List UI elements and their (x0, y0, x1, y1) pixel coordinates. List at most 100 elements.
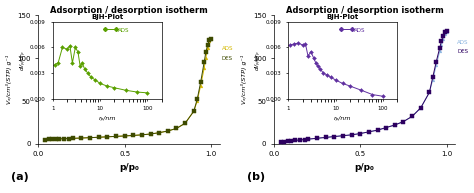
ADS (148, 133, 154, 135)
DES (70, 137, 76, 140)
DES (409, 115, 415, 118)
ADS (438, 44, 444, 47)
DES (297, 139, 302, 141)
DES (288, 140, 294, 142)
ADS (208, 38, 214, 41)
ADS (383, 126, 389, 129)
DES (165, 130, 171, 132)
ADS (323, 136, 328, 139)
ADS (104, 136, 110, 138)
X-axis label: p/p₀: p/p₀ (119, 163, 139, 172)
ADS (66, 137, 72, 140)
DES (278, 141, 283, 143)
ADS (302, 138, 308, 141)
ADS (282, 141, 287, 143)
ADS (79, 137, 84, 139)
DES (440, 35, 446, 37)
DES (56, 138, 62, 140)
DES (139, 134, 145, 136)
DES (182, 122, 188, 124)
DES (314, 137, 320, 139)
ADS (444, 31, 449, 34)
ADS (437, 50, 443, 52)
Title: Adsorption / desorption isotherm: Adsorption / desorption isotherm (286, 6, 444, 14)
ADS (130, 134, 136, 137)
ADS (46, 138, 52, 141)
DES (374, 129, 380, 131)
Line: ADS: ADS (44, 38, 212, 141)
Text: DES: DES (221, 56, 233, 61)
ADS (96, 136, 101, 138)
ADS (297, 139, 302, 141)
DES (392, 124, 398, 126)
DES (285, 140, 291, 142)
DES (340, 135, 346, 137)
DES (148, 133, 154, 135)
DES (205, 44, 210, 47)
ADS (56, 138, 62, 140)
ADS (430, 78, 436, 81)
ADS (194, 100, 200, 102)
ADS (61, 138, 67, 140)
Text: (b): (b) (246, 172, 265, 182)
ADS (409, 115, 415, 118)
DES (306, 138, 311, 140)
ADS (156, 132, 162, 134)
Line: ADS: ADS (279, 31, 448, 144)
DES (331, 135, 337, 138)
ADS (42, 138, 48, 141)
DES (302, 138, 308, 141)
ADS (278, 141, 283, 143)
DES (104, 136, 110, 138)
ADS (113, 135, 119, 138)
ADS (357, 132, 363, 135)
Y-axis label: Vₐ/cm³(STP) g⁻¹: Vₐ/cm³(STP) g⁻¹ (241, 55, 247, 104)
ADS (122, 135, 128, 137)
ADS (49, 138, 55, 140)
DES (323, 136, 328, 139)
Title: Adsorption / desorption isotherm: Adsorption / desorption isotherm (50, 6, 208, 14)
X-axis label: p/p₀: p/p₀ (355, 163, 374, 172)
ADS (340, 135, 346, 137)
ADS (205, 47, 210, 49)
DES (122, 135, 128, 137)
ADS (418, 107, 424, 109)
DES (207, 39, 212, 41)
ADS (392, 124, 398, 126)
ADS (433, 64, 439, 66)
ADS (207, 40, 212, 42)
ADS (285, 140, 291, 142)
DES (427, 91, 432, 94)
DES (113, 135, 119, 138)
DES (191, 110, 197, 113)
ADS (366, 131, 372, 133)
ADS (349, 134, 355, 136)
DES (349, 134, 355, 136)
Text: DES: DES (457, 49, 468, 54)
ADS (401, 120, 406, 123)
ADS (440, 38, 446, 41)
DES (401, 120, 406, 123)
DES (418, 107, 424, 109)
ADS (182, 122, 188, 124)
DES (49, 138, 55, 140)
ADS (173, 127, 179, 130)
DES (383, 126, 389, 129)
DES (42, 138, 48, 141)
ADS (292, 139, 298, 141)
DES (442, 31, 448, 34)
DES (79, 137, 84, 139)
Line: DES: DES (278, 28, 449, 145)
DES (437, 47, 443, 49)
ADS (306, 138, 311, 140)
ADS (374, 129, 380, 131)
DES (130, 134, 136, 137)
ADS (201, 67, 207, 70)
DES (444, 30, 449, 32)
DES (430, 76, 436, 78)
ADS (70, 137, 76, 140)
ADS (191, 110, 197, 113)
DES (366, 131, 372, 133)
DES (194, 98, 200, 100)
DES (156, 132, 162, 134)
